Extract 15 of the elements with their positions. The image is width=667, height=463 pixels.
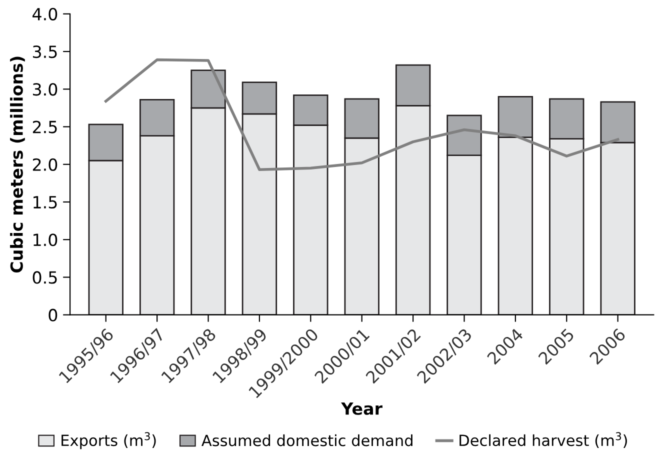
y-tick-label: 1.0 [34,234,58,246]
y-tick-label: 2.0 [32,158,58,171]
legend-label: Exports (m$^{3}$) [62,432,156,450]
x-axis-title: Year [341,402,382,415]
legend-label: Assumed domestic demand [202,434,412,446]
line-series [104,58,620,172]
legend-label: Declared harvest (m$^{3}$) [460,432,627,448]
y-tick-label: 0 [48,308,58,322]
y-axis-title: Cubic meters (millions) [10,56,25,273]
y-tick-label: 4.0 [32,8,58,20]
y-tick-label: 2.5 [32,120,57,134]
y-tick-label: 1.5 [34,196,57,209]
y-tick-label: 0.5 [32,271,57,284]
y-tick-label: 3.0 [32,83,58,96]
y-tick-label: 3.5 [32,45,57,58]
